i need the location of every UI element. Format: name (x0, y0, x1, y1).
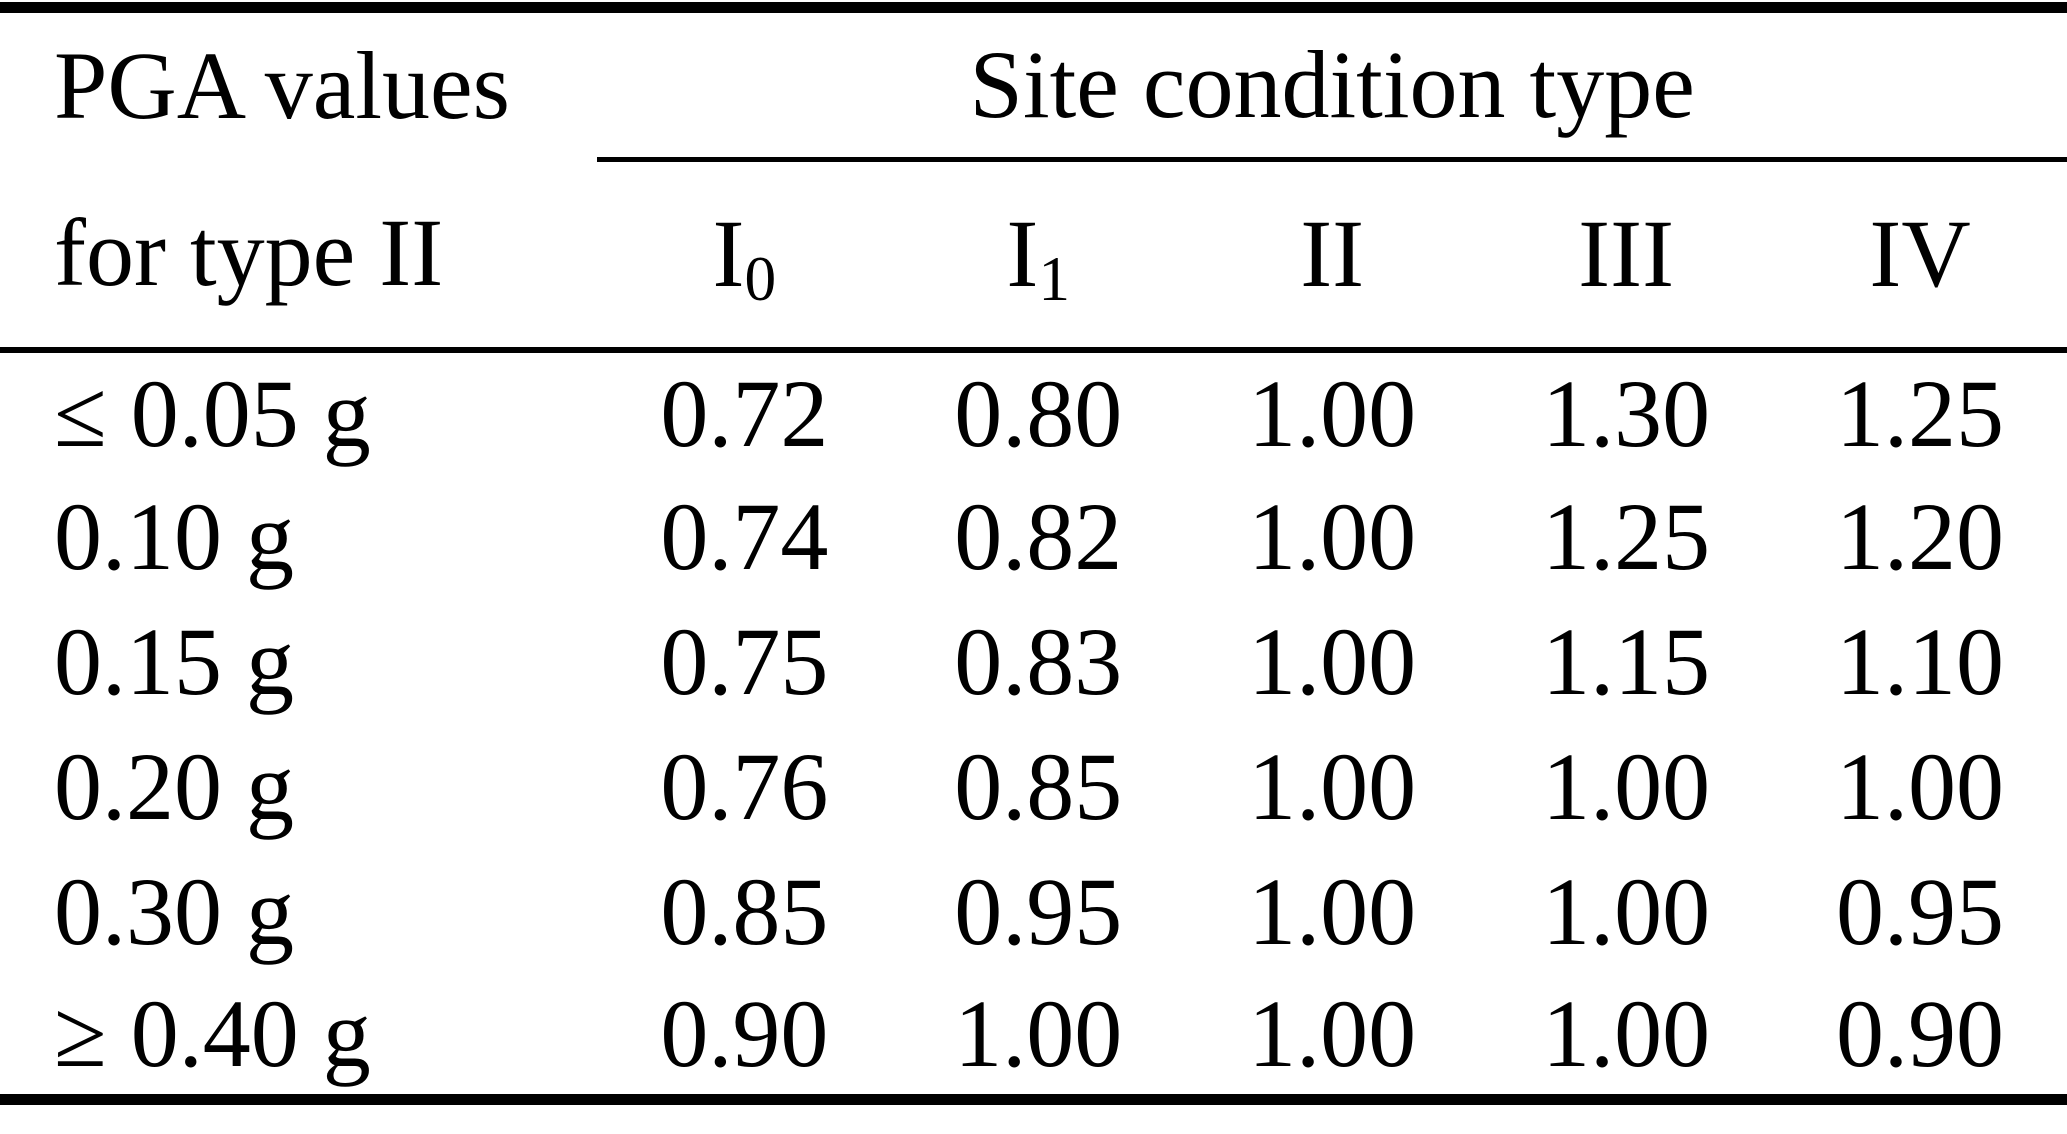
pga-site-condition-table: PGA values Site condition type for type … (0, 2, 2067, 1105)
row-label: 0.15 g (54, 608, 294, 715)
cell: 0.85 (954, 733, 1123, 840)
cell: 1.00 (954, 980, 1123, 1088)
row-label: ≥ 0.40 g (54, 980, 371, 1088)
cell: 0.74 (660, 483, 829, 590)
header-row-2: for type II I0 I1 II III IV (0, 159, 2067, 353)
table-row: 0.10 g 0.74 0.82 1.00 1.25 1.20 (0, 475, 2067, 600)
cell: 1.10 (1836, 608, 2005, 715)
col-header-base: I (1006, 200, 1039, 308)
cell: 1.00 (1542, 733, 1711, 840)
cell: 1.00 (1248, 733, 1417, 840)
cell: 0.85 (660, 858, 829, 965)
table-row: ≥ 0.40 g 0.90 1.00 1.00 1.00 0.90 (0, 975, 2067, 1100)
col-header-ii: II (1185, 159, 1480, 353)
cell: 0.76 (660, 733, 829, 840)
header-row-1: PGA values Site condition type (0, 7, 2067, 162)
col-header-base: II (1300, 200, 1365, 308)
row-label: ≤ 0.05 g (54, 359, 371, 467)
row-label: 0.30 g (54, 858, 294, 965)
cell: 1.15 (1542, 608, 1711, 715)
col-header-base: IV (1869, 200, 1971, 308)
cell: 1.00 (1248, 858, 1417, 965)
table-header: PGA values Site condition type for type … (0, 7, 2067, 353)
col-header-base: III (1578, 200, 1675, 308)
cell: 1.30 (1542, 359, 1711, 467)
cell: 0.75 (660, 608, 829, 715)
col-header-i1: I1 (891, 159, 1186, 353)
cell: 1.20 (1836, 483, 2005, 590)
cell: 0.90 (1836, 980, 2005, 1088)
spanner-header: Site condition type (597, 7, 2067, 162)
cell: 0.72 (660, 359, 829, 467)
cell: 0.82 (954, 483, 1123, 590)
row-label: 0.10 g (54, 483, 294, 590)
row-label: 0.20 g (54, 733, 294, 840)
col-header-subscript: 1 (1038, 244, 1071, 315)
cell: 0.80 (954, 359, 1123, 467)
cell: 0.95 (1836, 858, 2005, 965)
cell: 0.83 (954, 608, 1123, 715)
cell: 1.25 (1836, 359, 2005, 467)
cell: 1.00 (1248, 483, 1417, 590)
col-header-subscript: 0 (744, 244, 777, 315)
col-header-i0: I0 (597, 159, 892, 353)
cell: 1.25 (1542, 483, 1711, 590)
col-header-base: I (712, 200, 745, 308)
row-header-line1: PGA values (54, 32, 510, 140)
cell: 1.00 (1542, 858, 1711, 965)
cell: 0.90 (660, 980, 829, 1088)
row-header-line2: for type II (0, 159, 598, 353)
cell: 1.00 (1836, 733, 2005, 840)
cell: 1.00 (1248, 608, 1417, 715)
cell: 1.00 (1248, 359, 1417, 467)
cell: 0.95 (954, 858, 1123, 965)
cell: 1.00 (1542, 980, 1711, 1088)
cell: 1.00 (1248, 980, 1417, 1088)
table-row: 0.30 g 0.85 0.95 1.00 1.00 0.95 (0, 850, 2067, 975)
table-row: 0.15 g 0.75 0.83 1.00 1.15 1.10 (0, 600, 2067, 725)
col-header-iv: IV (1773, 159, 2067, 353)
table-row: 0.20 g 0.76 0.85 1.00 1.00 1.00 (0, 725, 2067, 850)
table-row: ≤ 0.05 g 0.72 0.80 1.00 1.30 1.25 (0, 350, 2067, 475)
table-body: ≤ 0.05 g 0.72 0.80 1.00 1.30 1.25 0.10 g… (0, 350, 2067, 1100)
col-header-iii: III (1479, 159, 1774, 353)
